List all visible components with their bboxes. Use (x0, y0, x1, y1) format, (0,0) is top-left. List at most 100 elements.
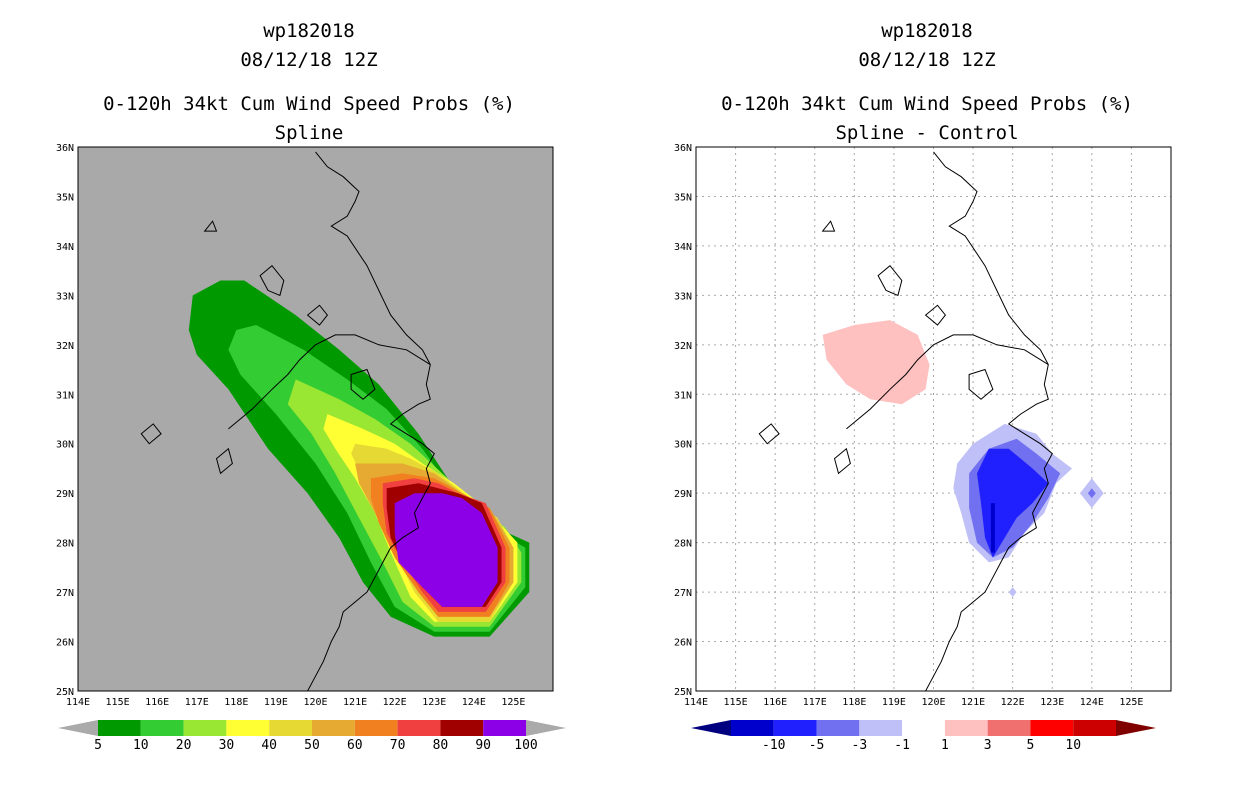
lake-outline-5 (821, 220, 836, 232)
x-tick-label: 117E (185, 697, 209, 708)
colorbar-swatch (902, 720, 945, 736)
contour-region-neg3-5 (1087, 488, 1096, 499)
x-tick-label: 121E (343, 697, 367, 708)
lake-outline-1 (306, 304, 329, 326)
x-tick-label: 123E (422, 697, 446, 708)
lake-outline-4 (215, 447, 233, 475)
colorbar-swatch (987, 720, 1031, 736)
y-tick-label: 35N (674, 192, 692, 203)
lake-outline-2 (350, 368, 376, 400)
right-title-line-1: wp182018 (881, 20, 973, 42)
colorbar-label: -5 (809, 738, 825, 753)
colorbar-label: 10 (133, 738, 149, 753)
colorbar-swatch (226, 720, 270, 736)
left-title-line-4: Spline (275, 122, 344, 144)
colorbar-under-arrow (58, 720, 98, 736)
colorbar-over-arrow (526, 720, 566, 736)
colorbar-label: 40 (261, 738, 277, 753)
lake-outline-0 (877, 264, 903, 297)
colorbar-swatch (816, 720, 860, 736)
y-tick-label: 30N (674, 440, 692, 451)
colorbar-swatch (1073, 720, 1116, 736)
y-tick-label: 29N (674, 489, 692, 500)
x-tick-label: 123E (1040, 697, 1064, 708)
yangtze-river (228, 334, 431, 430)
colorbar-label: 20 (176, 738, 192, 753)
left-title-line-3: 0-120h 34kt Cum Wind Speed Probs (%) (103, 93, 515, 115)
plot-frame (77, 146, 554, 692)
colorbar-label: 5 (94, 738, 102, 753)
right-title-line-3: 0-120h 34kt Cum Wind Speed Probs (%) (721, 93, 1133, 115)
colorbar-label: -3 (852, 738, 868, 753)
colorbar-swatch (773, 720, 817, 736)
y-tick-label: 27N (674, 588, 692, 599)
coastline (925, 151, 1053, 692)
lake-outline-2 (968, 368, 994, 400)
y-tick-label: 26N (56, 638, 74, 649)
x-tick-label: 120E (303, 697, 327, 708)
right-plot-area: 114E 115E 116E 117E 118E 119E 120E 121E 122E 123E… (674, 143, 1172, 708)
colorbar-label: 70 (390, 738, 406, 753)
colorbar-swatch (1030, 720, 1074, 736)
yangtze-river (846, 334, 1049, 430)
colorbar-label: 100 (514, 738, 537, 753)
left-plot-area: 114E 115E 116E 117E 118E 119E 120E 121E 122E 123E… (56, 143, 554, 708)
lake-outline-3 (758, 423, 780, 445)
colorbar-swatch (98, 720, 141, 736)
colorbar-label: 90 (475, 738, 491, 753)
right-panel: wp182018 08/12/18 12Z 0-120h 34kt Cum Wi… (674, 20, 1172, 753)
colorbar-swatch (183, 720, 227, 736)
colorbar-swatch (354, 720, 398, 736)
right-colorbar: -10 -5 -3 -1 1 3 5 10 (691, 720, 1156, 753)
x-tick-label: 119E (882, 697, 906, 708)
colorbar-label: 1 (941, 738, 949, 753)
y-tick-label: 36N (674, 143, 692, 154)
left-title-line-1: wp182018 (263, 20, 355, 42)
colorbar-label: 5 (1027, 738, 1035, 753)
colorbar-label: 60 (347, 738, 363, 753)
left-colorbar: 5 10 20 30 40 50 60 70 80 90 100 (58, 720, 566, 753)
x-tick-label: 125E (501, 697, 525, 708)
x-tick-label: 124E (1080, 697, 1104, 708)
contour-region-90-9 (394, 493, 498, 607)
right-title-line-2: 08/12/18 12Z (858, 49, 995, 71)
x-tick-label: 115E (724, 697, 748, 708)
coastline (307, 151, 435, 692)
y-tick-label: 25N (674, 687, 692, 698)
y-tick-label: 35N (56, 192, 74, 203)
lake-outline-0 (259, 264, 285, 297)
contour-region-1-0 (822, 320, 930, 405)
colorbar-label: 30 (219, 738, 235, 753)
y-tick-label: 34N (56, 242, 74, 253)
x-tick-label: 114E (66, 697, 90, 708)
colorbar-swatch (269, 720, 312, 736)
colorbar-label: -10 (762, 738, 785, 753)
x-tick-label: 124E (462, 697, 486, 708)
x-tick-label: 122E (1001, 697, 1025, 708)
colorbar-swatch (944, 720, 988, 736)
lake-outline-1 (924, 304, 947, 326)
left-panel: wp182018 08/12/18 12Z 0-120h 34kt Cum Wi… (56, 20, 566, 753)
y-tick-label: 31N (56, 390, 74, 401)
colorbar-swatch (140, 720, 184, 736)
x-tick-label: 114E (684, 697, 708, 708)
x-tick-label: 118E (224, 697, 248, 708)
colorbar-label: -1 (894, 738, 910, 753)
x-tick-label: 120E (921, 697, 945, 708)
lake-outline-3 (140, 423, 162, 445)
y-tick-label: 32N (674, 341, 692, 352)
y-tick-label: 33N (56, 291, 74, 302)
colorbar-over-arrow (1116, 720, 1156, 736)
y-tick-label: 33N (674, 291, 692, 302)
contour-region-neg10-7 (990, 503, 995, 553)
right-title-line-4: Spline - Control (835, 122, 1018, 144)
colorbar-swatch (440, 720, 484, 736)
x-tick-label: 118E (842, 697, 866, 708)
plot-frame (695, 146, 1172, 692)
colorbar-swatch (859, 720, 903, 736)
contour-region-neg1-3 (1008, 587, 1017, 597)
y-tick-label: 29N (56, 489, 74, 500)
y-tick-label: 36N (56, 143, 74, 154)
x-tick-label: 115E (106, 697, 130, 708)
